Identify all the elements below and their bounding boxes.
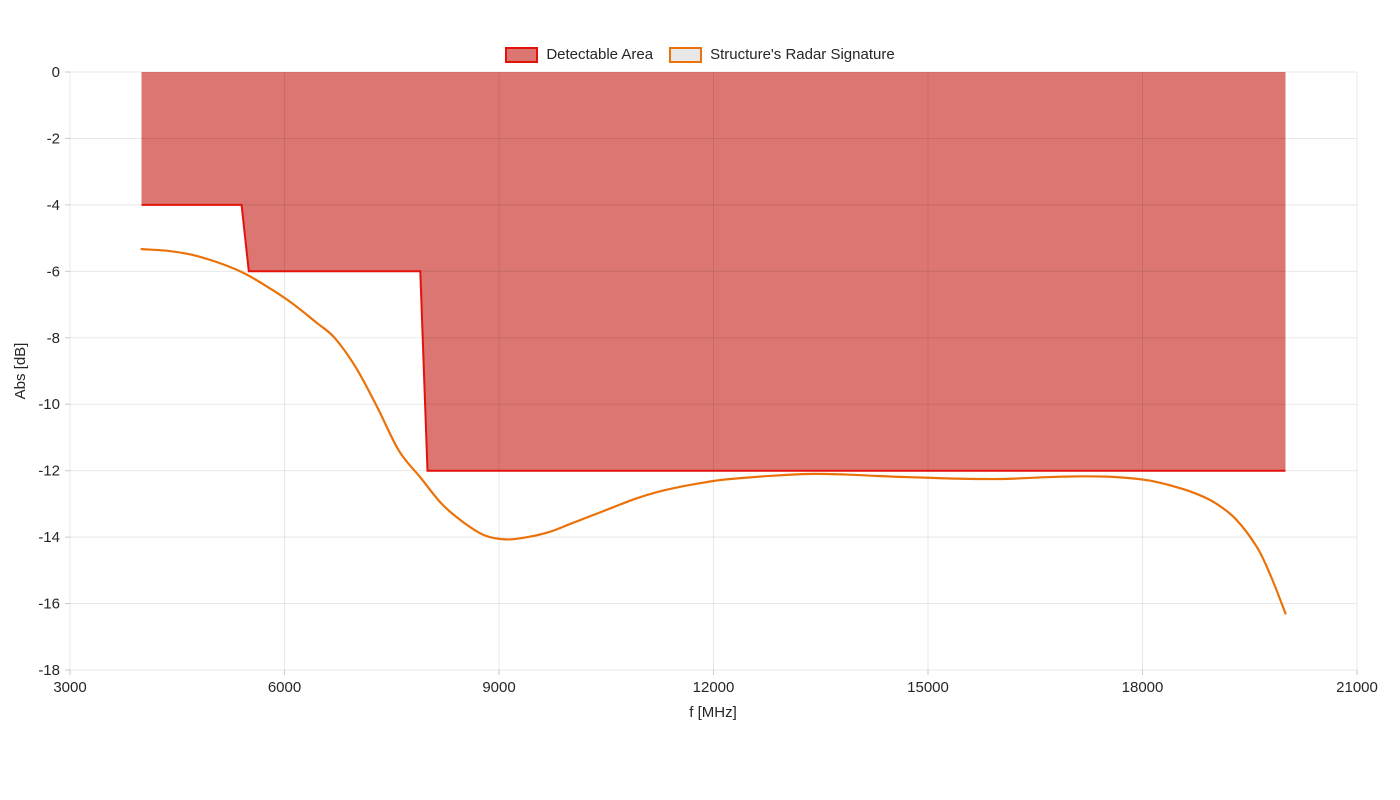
y-tick-label: -2 [47, 130, 60, 147]
y-tick-label: 0 [52, 64, 60, 81]
legend-label-radar-signature: Structure's Radar Signature [710, 46, 895, 63]
detectable-area-line [141, 203, 1286, 472]
x-tick-label: 18000 [1122, 679, 1164, 696]
radar-signature-line [140, 248, 1287, 615]
detectable-area-fill [141, 72, 1286, 471]
legend: Detectable Area Structure's Radar Signat… [0, 46, 1400, 63]
y-tick-label: -10 [38, 396, 60, 413]
radar-signature-curve [140, 248, 1287, 615]
legend-item-detectable-area[interactable]: Detectable Area [505, 46, 653, 63]
x-tick-label: 9000 [482, 679, 515, 696]
y-tick-label: -16 [38, 596, 60, 613]
x-axis-title: f [MHz] [689, 704, 737, 721]
x-tick-label: 6000 [268, 679, 301, 696]
detectable-area-swatch-icon [505, 46, 539, 63]
x-tick-label: 21000 [1336, 679, 1378, 696]
y-tick-label: -18 [38, 662, 60, 679]
legend-item-radar-signature[interactable]: Structure's Radar Signature [669, 46, 895, 63]
y-axis-tick-labels: 0 -2 -4 -6 -8 -10 -12 -14 -16 -18 [38, 64, 60, 679]
x-tick-label: 15000 [907, 679, 949, 696]
y-tick-label: -6 [47, 263, 60, 280]
x-tick-label: 3000 [53, 679, 86, 696]
x-tick-label: 12000 [693, 679, 735, 696]
detectable-area-region [141, 72, 1286, 471]
y-tick-label: -4 [47, 197, 60, 214]
y-tick-label: -12 [38, 463, 60, 480]
gridlines [69, 71, 1358, 671]
y-axis-title: Abs [dB] [12, 343, 29, 400]
legend-label-detectable-area: Detectable Area [546, 46, 654, 63]
y-tick-label: -8 [47, 330, 60, 347]
x-axis-tick-labels: 3000 6000 9000 12000 15000 18000 21000 [53, 679, 1378, 696]
detectable-area-boundary [141, 203, 1286, 472]
radar-signature-swatch-icon [669, 46, 703, 63]
axis-ticks [65, 71, 1358, 675]
y-tick-label: -14 [38, 529, 60, 546]
